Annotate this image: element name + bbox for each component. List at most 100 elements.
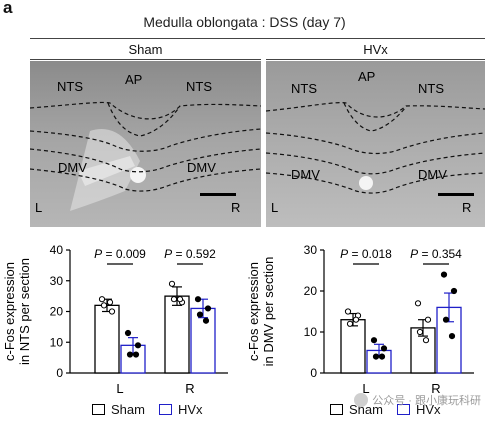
label-nts-right: NTS xyxy=(186,79,212,94)
x-tick-label-r: R xyxy=(431,381,440,396)
legend-swatch-sham xyxy=(330,404,343,415)
x-tick-label-l: L xyxy=(116,381,123,396)
data-point xyxy=(380,345,388,352)
label-dmv-right: DMV xyxy=(418,167,447,182)
legend-label-hvx: HVx xyxy=(415,402,441,417)
nts-boundary-bottom xyxy=(266,132,485,155)
chart-nts: c-Fos expression in NTS per section 0 10 20 3… xyxy=(2,243,228,396)
y-tick-label: 0 xyxy=(56,366,63,380)
label-nts-right: NTS xyxy=(418,81,444,96)
y-tick-label: 10 xyxy=(304,325,318,339)
data-point xyxy=(168,280,176,287)
data-point xyxy=(108,308,116,315)
central-canal xyxy=(359,176,373,190)
label-ap: AP xyxy=(358,69,375,84)
data-point xyxy=(370,337,378,344)
data-point xyxy=(196,311,204,318)
dmv-boundary-bottom xyxy=(30,168,261,192)
wechat-icon xyxy=(354,393,369,407)
p-value-label: P = 0.354 xyxy=(410,247,462,261)
data-point xyxy=(100,302,108,309)
nts-boundary-top xyxy=(266,102,485,118)
data-point xyxy=(202,317,210,324)
data-point xyxy=(414,300,422,307)
white-matter-streak xyxy=(78,156,135,186)
dmv-boundary-bottom xyxy=(266,172,485,194)
tissue-background xyxy=(30,61,261,227)
watermark: 公众号 · 跟小康玩科研 xyxy=(354,392,481,408)
tissue-background xyxy=(266,61,485,227)
data-point xyxy=(448,333,456,340)
panel-letter: a xyxy=(3,0,13,17)
label-left-side: L xyxy=(35,200,42,215)
data-point xyxy=(106,299,114,306)
chart-dmv: c-Fos expression in DMV per section 0 10 20 3… xyxy=(246,243,474,396)
y-tick-label: 10 xyxy=(50,335,64,349)
label-dmv-right: DMV xyxy=(187,160,216,175)
nts-boundary-bottom xyxy=(30,128,261,152)
p-value-label: P = 0.018 xyxy=(340,247,392,261)
y-axis-label-line1: c-Fos expression xyxy=(246,262,261,361)
bar-sham-l xyxy=(340,319,366,374)
data-point xyxy=(424,316,432,323)
watermark-text: 公众号 · 跟小康玩科研 xyxy=(372,395,481,407)
scale-bar xyxy=(200,193,236,196)
y-tick-label: 40 xyxy=(50,243,64,257)
nts-boundary-top xyxy=(30,101,261,120)
data-point xyxy=(416,328,424,336)
label-nts-left: NTS xyxy=(57,79,83,94)
data-point xyxy=(176,296,184,303)
legend-label-hvx: HVx xyxy=(177,402,203,417)
label-dmv-left: DMV xyxy=(58,160,87,175)
bar-hvx-r xyxy=(190,307,216,374)
y-tick-label: 0 xyxy=(310,366,317,380)
data-point xyxy=(194,296,202,303)
data-point xyxy=(422,337,430,344)
sham-rule xyxy=(30,59,261,60)
y-axis-label-line2: in DMV per section xyxy=(261,257,276,367)
condition-label-sham: Sham xyxy=(128,42,163,57)
x-tick-label-l: L xyxy=(362,381,369,396)
ap-boundary xyxy=(107,102,181,137)
central-canal xyxy=(130,167,146,183)
bar-sham-l xyxy=(94,304,120,374)
legend-item-hvx: HVx xyxy=(396,402,441,417)
label-left-side: L xyxy=(271,200,278,215)
bar-sham-r xyxy=(164,295,190,374)
ap-boundary xyxy=(343,102,407,132)
label-dmv-left: DMV xyxy=(291,167,320,182)
y-tick-label: 30 xyxy=(304,243,318,257)
data-point xyxy=(98,296,106,303)
x-tick-label-r: R xyxy=(185,381,194,396)
legend-item-sham: Sham xyxy=(92,402,145,417)
label-nts-left: NTS xyxy=(291,81,317,96)
legend-swatch-hvx xyxy=(158,404,172,415)
data-point xyxy=(372,353,380,360)
y-tick-label: 20 xyxy=(50,305,64,319)
condition-label-hvx: HVx xyxy=(363,42,388,57)
label-right-side: R xyxy=(231,200,240,215)
legend-nts: Sham HVx xyxy=(92,402,217,417)
data-point xyxy=(124,329,132,337)
data-point xyxy=(442,316,450,323)
data-point xyxy=(450,287,458,295)
data-point xyxy=(132,351,140,358)
y-axis-label-line2: in NTS per section xyxy=(17,258,32,365)
title-rule xyxy=(30,38,485,39)
scale-bar xyxy=(438,193,474,196)
data-point xyxy=(440,271,448,278)
y-axis-label-line1: c-Fos expression xyxy=(2,262,17,361)
data-point xyxy=(352,316,360,323)
p-value-label: P = 0.592 xyxy=(164,247,216,261)
micrograph-sham: NTS AP NTS DMV DMV L R xyxy=(30,61,261,227)
dmv-boundary-top xyxy=(30,148,261,173)
data-point xyxy=(346,320,354,327)
data-point xyxy=(126,351,134,358)
legend-item-hvx: HVx xyxy=(158,402,203,417)
label-right-side: R xyxy=(462,200,471,215)
legend-swatch-hvx xyxy=(396,404,410,415)
label-ap: AP xyxy=(125,72,142,87)
p-value-label: P = 0.009 xyxy=(94,247,146,261)
data-point xyxy=(134,342,142,349)
hvx-rule xyxy=(266,59,485,60)
